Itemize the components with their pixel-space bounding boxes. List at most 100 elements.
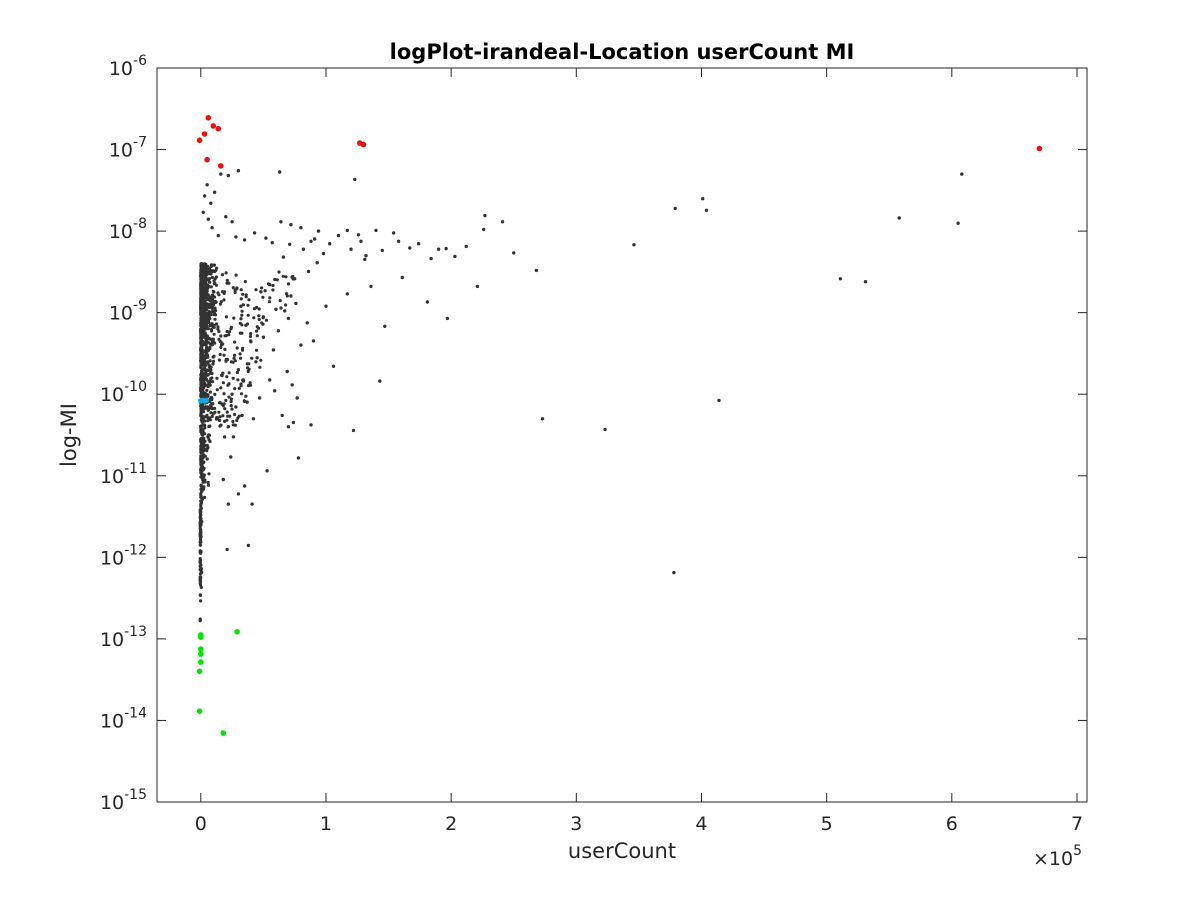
data-point-background xyxy=(199,533,203,537)
data-point-background xyxy=(271,283,275,288)
data-point-gray xyxy=(500,220,505,224)
data-point-background xyxy=(201,321,206,325)
data-point-background xyxy=(212,300,216,304)
x-multiplier-exponent: 5 xyxy=(1073,843,1082,859)
data-point-gray xyxy=(291,420,296,425)
data-point-background xyxy=(233,340,237,344)
data-point-background xyxy=(204,283,208,287)
data-point-gray xyxy=(309,423,313,427)
data-point-background xyxy=(205,457,209,461)
chart-title: logPlot-irandeal-Location userCount MI xyxy=(390,40,855,64)
data-point-gray xyxy=(313,237,317,241)
y-tick-label: 10-9 xyxy=(109,298,147,325)
y-tick-label: 10-10 xyxy=(100,379,147,406)
data-point-background xyxy=(206,445,210,449)
data-point-background xyxy=(246,303,250,307)
data-point-background xyxy=(273,277,277,282)
data-point-background xyxy=(219,334,223,338)
data-point-gray xyxy=(230,220,234,224)
y-tick-label: 10-7 xyxy=(109,135,147,162)
data-point-background xyxy=(217,358,222,362)
data-point-gray xyxy=(246,543,251,548)
data-point-background xyxy=(209,403,213,408)
data-point-background xyxy=(204,363,208,367)
data-point-background xyxy=(199,530,203,535)
data-point-background xyxy=(219,423,223,427)
data-point-background xyxy=(239,384,243,388)
data-point-background xyxy=(213,410,217,414)
data-point-background xyxy=(238,352,242,356)
data-point-gray xyxy=(280,413,284,418)
data-point-gray xyxy=(351,428,356,433)
data-point-background xyxy=(199,407,203,411)
data-point-background xyxy=(206,419,210,423)
data-point-background xyxy=(211,263,215,267)
data-point-background xyxy=(210,322,214,326)
data-point-background xyxy=(207,284,211,288)
data-point-gray xyxy=(364,254,368,258)
data-point-background xyxy=(278,299,282,303)
data-point-background xyxy=(204,415,208,419)
data-point-gray xyxy=(717,398,721,403)
y-tick-label: 10-14 xyxy=(100,705,147,732)
data-point-gray xyxy=(268,378,272,382)
data-point-gray xyxy=(603,427,607,432)
data-point-background xyxy=(211,402,215,406)
data-point-background xyxy=(199,567,203,571)
data-point-background xyxy=(199,335,203,340)
data-point-gray xyxy=(316,229,321,233)
data-point-gray xyxy=(230,392,234,396)
data-point-gray xyxy=(252,231,257,235)
data-point-background xyxy=(201,409,205,413)
data-point-background xyxy=(199,344,203,348)
data-point-background xyxy=(231,376,235,380)
data-point-background xyxy=(211,359,216,363)
data-point-background xyxy=(199,495,203,499)
data-point-background xyxy=(208,345,212,349)
data-point-background xyxy=(203,423,207,428)
data-point-background xyxy=(221,273,225,277)
data-point-gray xyxy=(380,248,384,253)
x-tick-label: 3 xyxy=(570,813,582,835)
data-point-gray xyxy=(206,217,210,221)
data-point-background xyxy=(215,376,219,380)
data-point-gray xyxy=(289,294,293,298)
data-point-background xyxy=(199,265,203,269)
data-point-background xyxy=(227,333,231,337)
data-point-background xyxy=(215,388,219,392)
data-point-background xyxy=(202,448,206,452)
y-axis-label: log-MI xyxy=(57,403,81,467)
data-point-gray xyxy=(363,257,367,262)
data-point-gray xyxy=(288,242,292,246)
data-point-background xyxy=(227,395,231,399)
data-point-background xyxy=(199,315,203,319)
data-point-background xyxy=(244,295,248,299)
data-point-gray xyxy=(271,348,276,352)
data-point-background xyxy=(219,386,223,390)
data-point-background xyxy=(213,392,217,396)
data-point-background xyxy=(208,280,212,284)
data-point-gray xyxy=(356,233,361,237)
data-point-background xyxy=(199,429,203,433)
data-point-gray xyxy=(311,339,316,343)
data-point-background xyxy=(199,488,203,493)
data-point-background xyxy=(204,318,208,323)
data-point-background xyxy=(199,510,203,514)
data-point-background xyxy=(261,295,265,299)
data-point-background xyxy=(221,404,225,408)
data-point-gray xyxy=(416,242,421,246)
data-point-background xyxy=(225,418,229,422)
data-point-gray xyxy=(216,233,220,238)
data-point-background xyxy=(254,348,259,352)
data-point-gray xyxy=(254,360,258,364)
data-point-background xyxy=(200,450,204,454)
data-point-background xyxy=(199,493,203,497)
data-point-background xyxy=(199,523,203,527)
data-point-background xyxy=(199,507,203,511)
data-point-background xyxy=(212,325,216,329)
data-point-background xyxy=(208,381,212,385)
data-point-background xyxy=(219,300,223,304)
data-point-background xyxy=(199,377,203,381)
data-point-gray xyxy=(475,284,480,289)
